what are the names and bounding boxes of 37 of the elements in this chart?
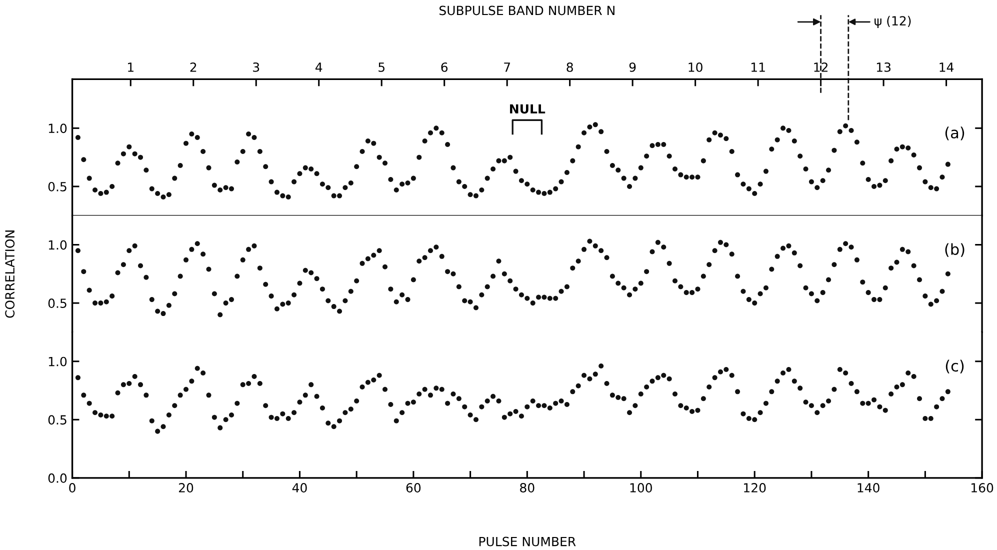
x-tick-label: 100 [630,483,652,492]
x2-tick-label: 9 [629,62,636,72]
y-tick-label: 0.5 [48,415,66,425]
x2-tick-label: 11 [751,62,765,72]
x2-tick-label: 10 [688,62,702,72]
x2-tick-label: 6 [441,62,448,72]
y-tick-label: 1.0 [48,356,67,366]
x-tick-label: 120 [744,483,766,492]
x2-tick-label: 8 [566,62,573,72]
y-tick-label: 1.0 [48,124,67,134]
x2-tick-label: 5 [378,62,384,72]
series-label: (b) [945,243,964,257]
x-tick-label: 0 [69,483,76,492]
x-axis-title: PULSE NUMBER [479,536,576,546]
x2-tick-label: 13 [876,62,890,72]
series-label: (a) [945,126,964,140]
x2-tick-label: 2 [190,62,196,72]
y-tick-label: 0.5 [48,182,66,192]
y-tick-label: 0.5 [48,298,66,308]
x-tick-label: 20 [178,483,194,492]
annotation: NULL [510,104,546,114]
x-tick-label: 80 [520,483,534,492]
x2-tick-label: 7 [504,62,510,72]
x2-tick-label: 3 [253,62,260,72]
x2-axis-title: SUBPULSE BAND NUMBER N [440,6,614,16]
x2-tick-label: 4 [315,62,322,72]
y-axis-title: CORRELATION [5,230,15,318]
x-tick-label: 60 [406,483,421,492]
x-tick-label: 160 [971,483,994,492]
y-tick-label: 0.0 [48,473,67,483]
x-tick-label: 40 [292,483,307,492]
x2-tick-label: 14 [940,62,954,72]
x-tick-label: 140 [858,483,880,492]
x2-tick-label: 1 [128,62,134,72]
y-tick-label: 1.0 [48,240,67,250]
series-label: (c) [946,360,964,374]
ref-line-label: ψ (12) [874,16,911,28]
